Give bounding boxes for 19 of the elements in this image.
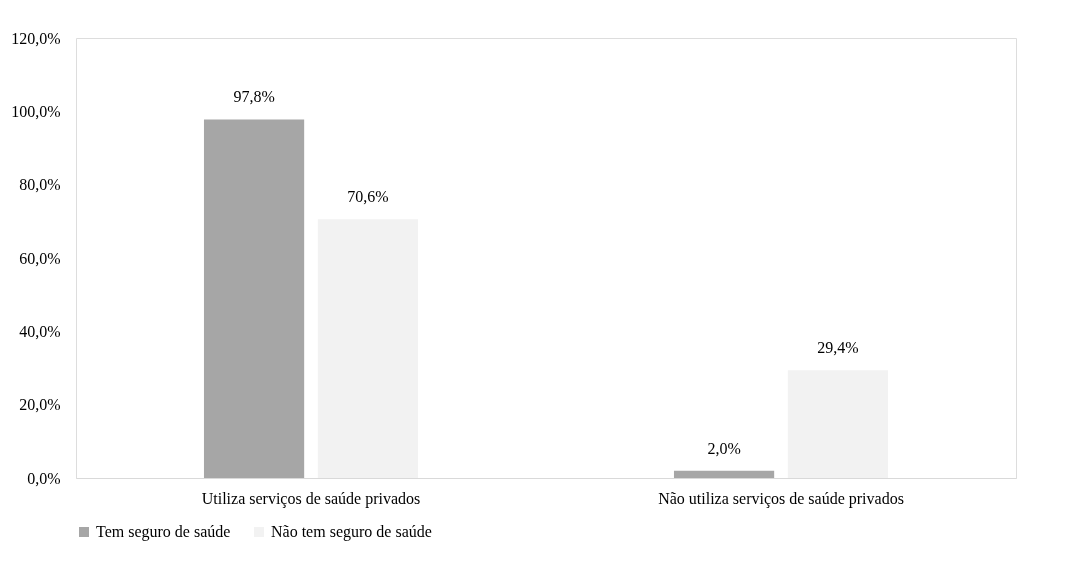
data-label: 29,4% <box>817 339 859 357</box>
y-tick-label: 60,0% <box>19 249 61 267</box>
legend-label: Não tem seguro de saúde <box>271 523 432 541</box>
y-tick-label: 120,0% <box>11 29 61 47</box>
bar <box>317 219 419 478</box>
y-tick-label: 0,0% <box>27 469 61 487</box>
data-label: 2,0% <box>707 439 741 457</box>
y-tick-label: 80,0% <box>19 176 61 194</box>
legend-label: Tem seguro de saúde <box>96 523 231 541</box>
x-tick-label: Utiliza serviços de saúde privados <box>201 489 421 508</box>
y-tick-label: 40,0% <box>19 322 61 340</box>
bar <box>673 470 775 478</box>
data-label: 97,8% <box>233 88 275 106</box>
bar <box>787 370 889 478</box>
y-tick-label: 100,0% <box>11 102 61 120</box>
bar <box>203 119 305 478</box>
x-tick-label: Não utiliza serviços de saúde privados <box>658 489 904 508</box>
data-label: 70,6% <box>347 188 389 206</box>
y-tick-label: 20,0% <box>19 396 61 414</box>
